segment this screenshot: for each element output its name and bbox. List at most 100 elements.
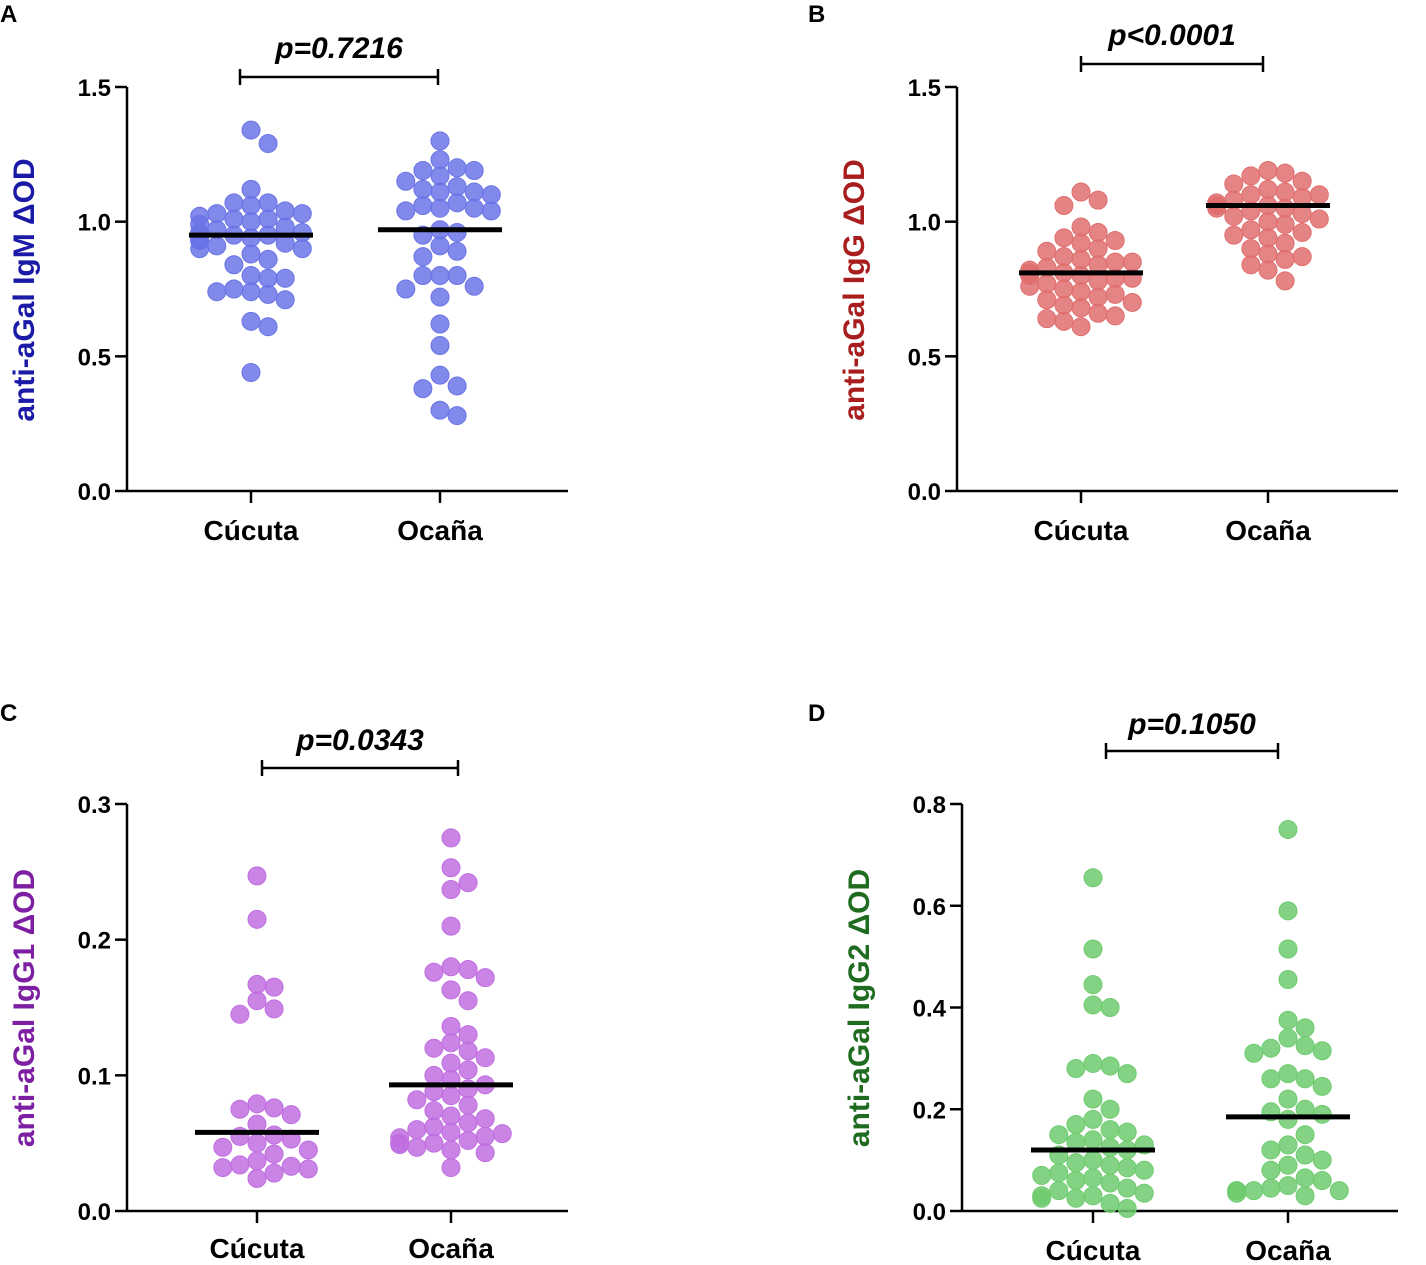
data-point [441, 916, 461, 936]
p-value-label: p<0.0001 [1107, 19, 1236, 52]
data-point [441, 1016, 461, 1036]
data-point [1295, 1018, 1315, 1038]
data-point [1122, 292, 1142, 312]
data-point [424, 1065, 444, 1085]
x-category-label: Cúcuta [210, 1233, 305, 1264]
data-point [1117, 1064, 1137, 1084]
data-point [458, 960, 478, 980]
data-point [1258, 212, 1278, 232]
data-point [464, 182, 484, 202]
data-point [1049, 1181, 1069, 1201]
data-point [458, 1130, 478, 1150]
x-category-label: Cúcuta [204, 515, 299, 546]
data-point [1105, 252, 1125, 272]
data-point [430, 266, 450, 286]
data-point [1032, 1165, 1052, 1185]
data-point [1083, 868, 1103, 888]
data-point [1329, 1181, 1349, 1201]
data-point [1278, 1155, 1298, 1175]
data-point [1278, 939, 1298, 959]
data-point [407, 1120, 427, 1140]
panel-letter: B [808, 1, 825, 28]
panel-d: D 0.0 0.2 0.4 0.6 0.8 Cúcuta Ocaña anti-aGal IgG… [808, 700, 1398, 1265]
y-tick-label: 0.0 [78, 1199, 111, 1226]
data-point [1275, 182, 1295, 202]
data-point [475, 1126, 495, 1146]
data-point [1083, 995, 1103, 1015]
y-axis-label: anti-aGal IgG ΔOD [838, 159, 871, 421]
data-point [224, 279, 244, 299]
data-point [1309, 209, 1329, 229]
y-axis-label: anti-aGal IgM ΔOD [8, 158, 41, 421]
data-point [1071, 317, 1091, 337]
data-point [475, 1143, 495, 1163]
data-point [1278, 1176, 1298, 1196]
data-point [413, 266, 433, 286]
y-tick-label: 1.5 [908, 75, 941, 102]
y-tick-label: 0.0 [78, 479, 111, 506]
data-point [258, 268, 278, 288]
data-point [275, 268, 295, 288]
data-point [1071, 182, 1091, 202]
data-point [1105, 284, 1125, 304]
data-point [1083, 1186, 1103, 1206]
data-point [1278, 1028, 1298, 1048]
data-point [1066, 1153, 1086, 1173]
data-point [1049, 1163, 1069, 1183]
data-point [1241, 255, 1261, 275]
data-point [430, 166, 450, 186]
data-point [1312, 1041, 1332, 1061]
data-point [396, 171, 416, 191]
data-point [247, 991, 267, 1011]
data-point [1100, 1056, 1120, 1076]
data-point [241, 228, 261, 248]
data-point [292, 204, 312, 224]
data-point [1083, 939, 1103, 959]
data-point [458, 1041, 478, 1061]
y-tick-label: 0.6 [913, 894, 946, 921]
data-point [264, 1125, 284, 1145]
data-point [281, 1156, 301, 1176]
panel-a: A 0.0 0.5 1.0 1.5 Cúcuta Ocaña anti-aGal IgM ΔO… [0, 1, 568, 546]
data-point [1037, 241, 1057, 261]
data-point [1100, 1137, 1120, 1157]
data-point [247, 1168, 267, 1188]
data-point [1100, 1193, 1120, 1213]
y-tick-label: 0.1 [78, 1063, 111, 1090]
data-point [1258, 260, 1278, 280]
data-point [1241, 185, 1261, 205]
data-point [1227, 1183, 1247, 1203]
data-point [1278, 1135, 1298, 1155]
data-point [1241, 166, 1261, 186]
y-tick-label: 1.0 [78, 210, 111, 237]
data-point [441, 980, 461, 1000]
data-point [1117, 1158, 1137, 1178]
data-point [207, 282, 227, 302]
data-point [1295, 1186, 1315, 1206]
data-point [441, 1086, 461, 1106]
data-point [1312, 1170, 1332, 1190]
data-point [1054, 228, 1074, 248]
data-point [1071, 266, 1091, 286]
data-point [1295, 1145, 1315, 1165]
data-point [1066, 1188, 1086, 1208]
data-point [230, 1004, 250, 1024]
y-tick-label: 0.5 [78, 344, 111, 371]
data-point [1071, 282, 1091, 302]
data-point [430, 131, 450, 151]
data-point [241, 311, 261, 331]
data-point [1054, 295, 1074, 315]
data-point [407, 1090, 427, 1110]
data-point [396, 279, 416, 299]
data-point [258, 317, 278, 337]
data-point [1244, 1181, 1264, 1201]
data-point [1261, 1069, 1281, 1089]
data-point [1278, 1109, 1298, 1129]
p-value-label: p=0.0343 [295, 724, 424, 757]
data-point [1083, 1089, 1103, 1109]
y-tick-label: 0.2 [78, 928, 111, 955]
data-point [1083, 1109, 1103, 1129]
data-point [264, 999, 284, 1019]
data-point [1037, 274, 1057, 294]
